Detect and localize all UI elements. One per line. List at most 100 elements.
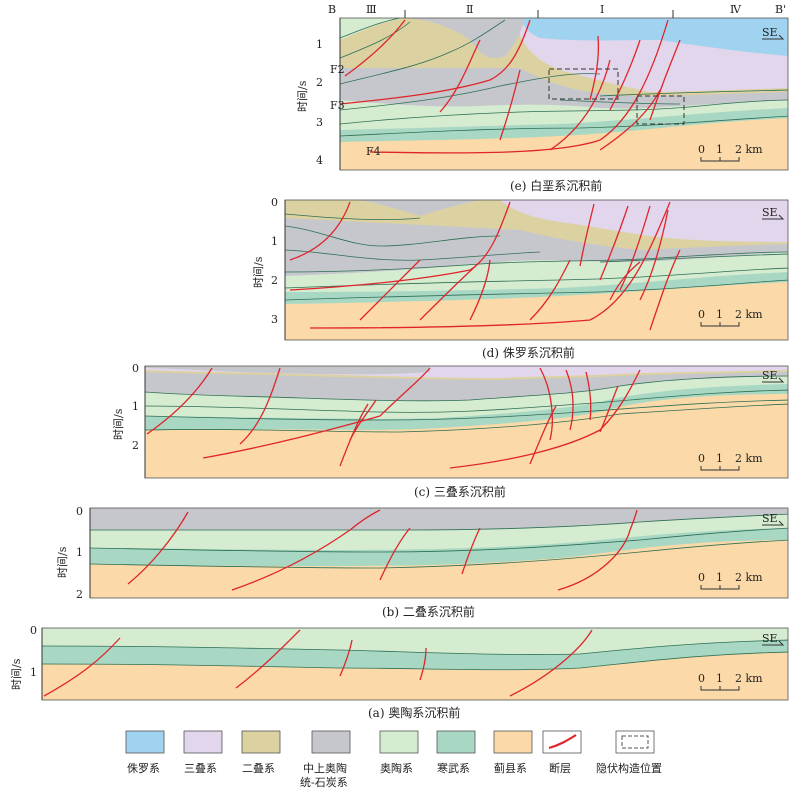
panel-e-section (340, 18, 788, 170)
direction-label: SE (762, 632, 778, 645)
tick-label: 0 (76, 505, 83, 518)
legend-item-ordovician: 奥陶系 (379, 730, 419, 775)
svg-text:2 km: 2 km (735, 672, 763, 685)
panel-e: 1 2 3 4 时间/s B Ⅲ Ⅱ Ⅰ Ⅳ B' F2 F3 F4 SE 0 … (296, 3, 789, 193)
svg-text:0: 0 (698, 143, 705, 156)
tick-label: 2 (132, 439, 139, 452)
svg-text:奥陶系: 奥陶系 (380, 761, 413, 775)
panel-a-section (42, 628, 788, 700)
direction-arrow-icon (762, 377, 785, 383)
svg-text:1: 1 (716, 672, 723, 685)
legend: 侏罗系 三叠系 二叠系 中上奥陶 统-石炭系 奥陶系 寒武系 蓟县系 (125, 730, 662, 789)
direction-label: SE (762, 512, 778, 525)
dashed-box-icon (621, 735, 649, 749)
svg-text:2 km: 2 km (735, 143, 763, 156)
panel-d-section (285, 200, 788, 340)
svg-text:侏罗系: 侏罗系 (127, 762, 160, 775)
legend-item-triassic: 三叠系 (183, 730, 223, 775)
svg-text:2 km: 2 km (735, 452, 763, 465)
svg-text:1: 1 (716, 143, 723, 156)
scale-bar: 0 1 2 km (698, 143, 763, 162)
fault-line-icon (548, 734, 577, 750)
panel-c-axis-label: 时间/s (112, 408, 125, 440)
direction-label: SE (762, 26, 778, 39)
direction-label: SE (762, 206, 778, 219)
panel-b: 0 1 2 时间/s SE 0 1 2 km (b) 二叠系沉积前 (56, 505, 789, 619)
tick-label: 0 (271, 196, 278, 209)
legend-item-jixian: 蓟县系 (493, 730, 533, 775)
svg-text:断层: 断层 (549, 761, 571, 775)
panel-a-axis-label: 时间/s (10, 658, 23, 690)
panel-a: 0 1 时间/s SE 0 1 2 km (a) 奥陶系沉积前 (10, 624, 789, 720)
zone-label-i: Ⅰ (600, 3, 604, 16)
svg-text:1: 1 (716, 452, 723, 465)
panel-e-axis-label: 时间/s (296, 80, 309, 112)
direction-arrow-icon (762, 214, 785, 220)
tick-label: 0 (132, 362, 139, 375)
zone-label-iv: Ⅳ (730, 3, 742, 16)
svg-text:寒武系: 寒武系 (437, 761, 470, 775)
section-start-label: B (328, 3, 336, 16)
svg-text:二叠系: 二叠系 (242, 762, 275, 775)
svg-text:三叠系: 三叠系 (184, 762, 217, 775)
tick-label: 1 (132, 400, 139, 413)
panel-c-section (145, 366, 788, 478)
zone-label-iii: Ⅲ (366, 3, 377, 16)
svg-text:0: 0 (698, 571, 705, 584)
tick-label: 3 (316, 116, 323, 129)
tick-label: 2 (271, 274, 278, 287)
panel-b-ticks: 0 1 2 (76, 505, 83, 601)
svg-text:蓟县系: 蓟县系 (494, 762, 527, 775)
svg-text:2 km: 2 km (735, 571, 763, 584)
legend-item-fault: 断层 (542, 730, 582, 775)
direction-label: SE (762, 369, 778, 382)
panel-a-caption: (a) 奥陶系沉积前 (368, 705, 460, 720)
tick-label: 2 (76, 588, 83, 601)
panel-c-caption: (c) 三叠系沉积前 (414, 484, 506, 499)
scale-bar: 0 1 2 km (698, 571, 763, 590)
tick-label: 1 (30, 666, 37, 679)
direction-arrow-icon (762, 640, 785, 646)
panel-e-caption: (e) 白垩系沉积前 (510, 178, 602, 193)
svg-text:2 km: 2 km (735, 308, 763, 321)
panel-b-caption: (b) 二叠系沉积前 (382, 604, 475, 619)
panel-b-section (90, 508, 788, 598)
zone-label-ii: Ⅱ (466, 3, 473, 16)
svg-text:0: 0 (698, 452, 705, 465)
tick-label: 1 (271, 235, 278, 248)
panel-d: 0 1 2 3 时间/s SE 0 1 2 km (d) 侏罗系沉积前 (252, 196, 789, 360)
legend-item-jurassic: 侏罗系 (125, 730, 165, 775)
tick-label: 4 (316, 154, 323, 167)
direction-arrow-icon (762, 520, 785, 526)
svg-text:0: 0 (698, 672, 705, 685)
direction-arrow-icon (762, 34, 785, 40)
legend-item-ordovician-carboniferous: 中上奥陶 统-石炭系 (300, 730, 351, 789)
section-end-label: B' (775, 3, 786, 16)
panel-c-ticks: 0 1 2 (132, 362, 139, 452)
panel-a-ticks: 0 1 (30, 624, 37, 679)
tick-label: 1 (316, 38, 323, 51)
scale-bar: 0 1 2 km (698, 308, 763, 327)
svg-text:1: 1 (716, 308, 723, 321)
svg-text:0: 0 (698, 308, 705, 321)
panel-d-caption: (d) 侏罗系沉积前 (482, 345, 575, 360)
fault-label-f3: F3 (330, 99, 345, 112)
panel-c: 0 1 2 时间/s SE 0 1 2 km (c) 三叠系沉积前 (112, 362, 789, 499)
svg-text:1: 1 (716, 571, 723, 584)
fault-label-f4: F4 (366, 145, 381, 158)
panel-e-ticks: 1 2 3 4 (316, 38, 323, 167)
svg-text:统-石炭系: 统-石炭系 (300, 776, 348, 789)
panel-d-ticks: 0 1 2 3 (271, 196, 278, 326)
scale-bar: 0 1 2 km (698, 672, 763, 691)
legend-item-permian: 二叠系 (241, 730, 281, 775)
tick-label: 2 (316, 76, 323, 89)
scale-bar: 0 1 2 km (698, 452, 763, 471)
panel-b-axis-label: 时间/s (56, 546, 69, 578)
fault-label-f2: F2 (330, 63, 345, 76)
tick-label: 3 (271, 313, 278, 326)
tick-label: 0 (30, 624, 37, 637)
svg-text:隐伏构造位置: 隐伏构造位置 (596, 761, 662, 775)
tick-label: 1 (76, 546, 83, 559)
svg-text:中上奥陶: 中上奥陶 (303, 761, 347, 775)
